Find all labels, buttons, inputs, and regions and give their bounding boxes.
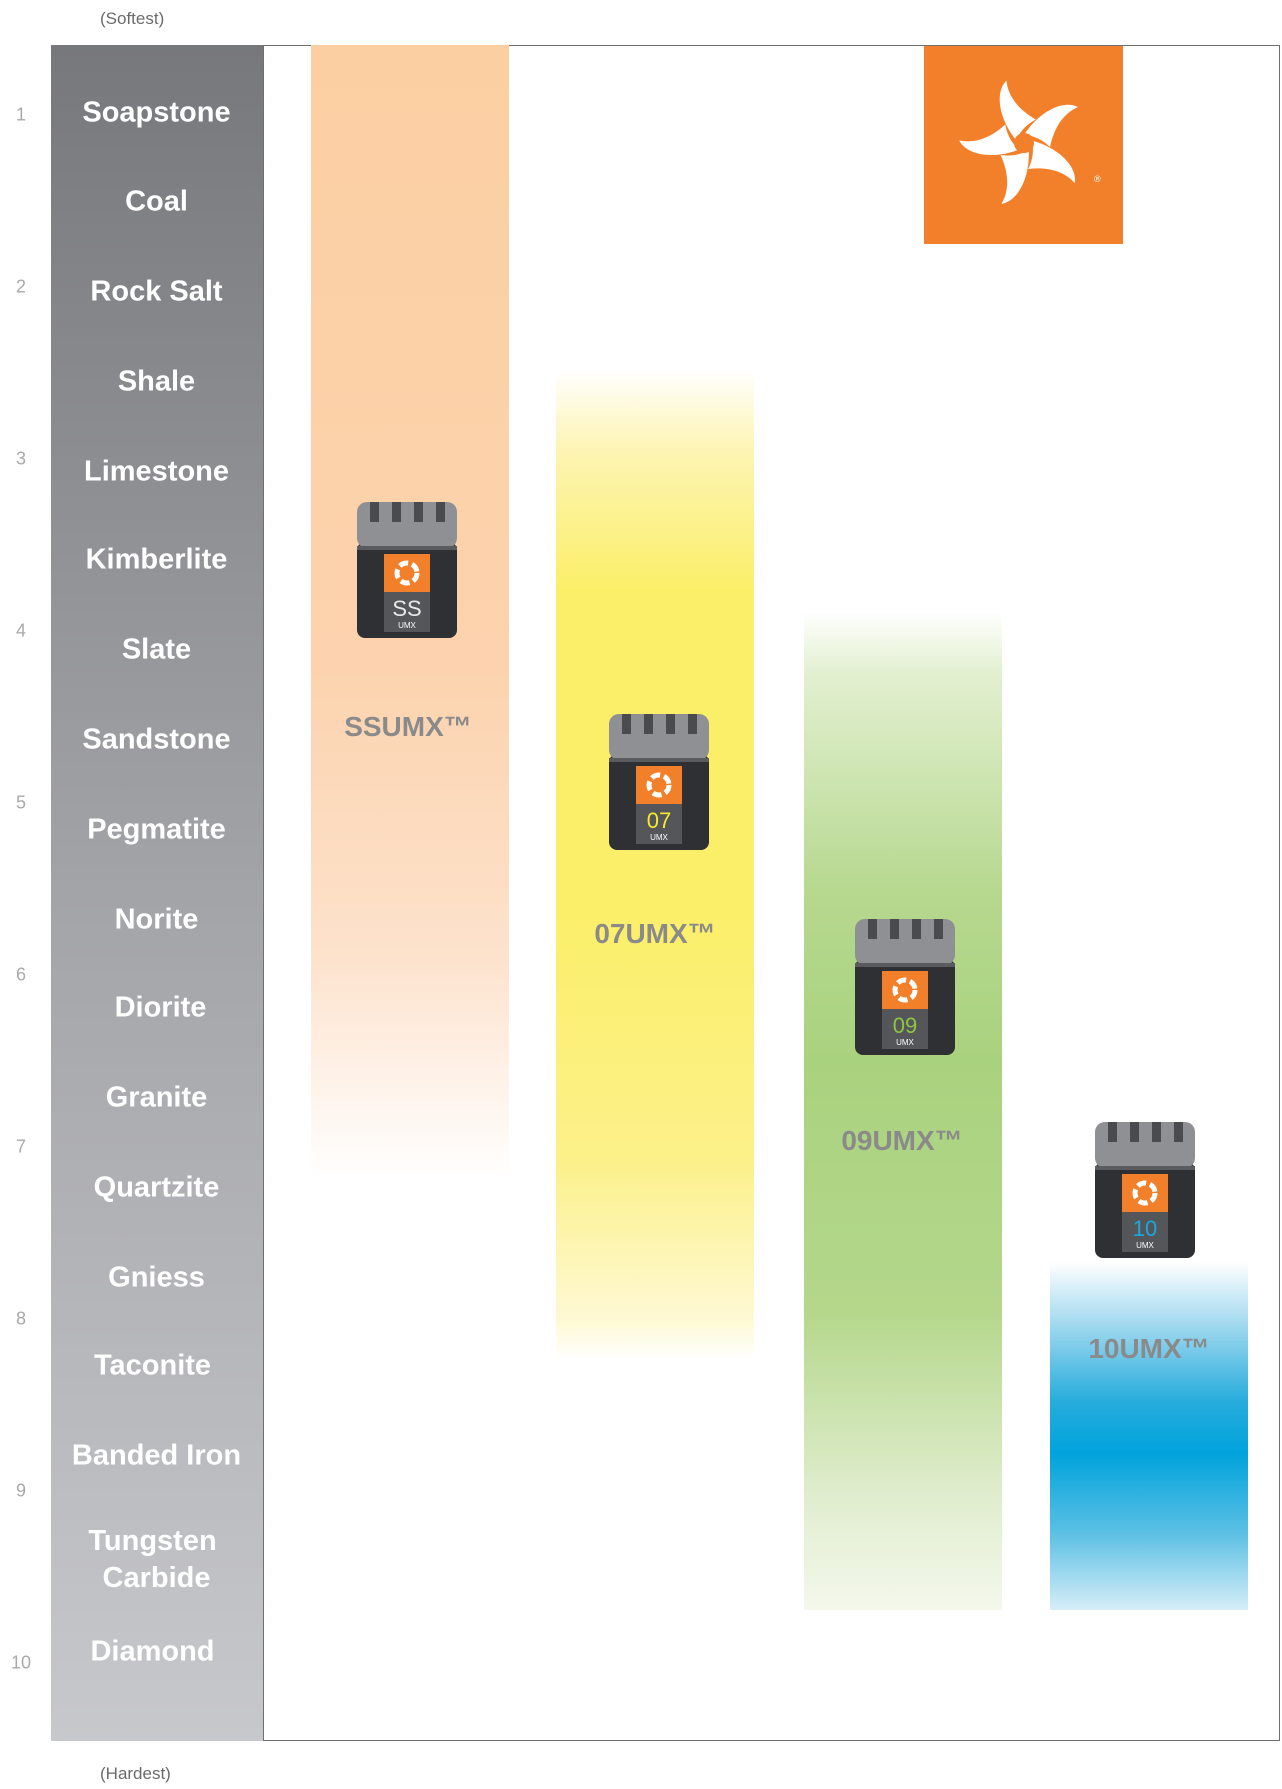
ssumx-label: SSUMX™ (344, 711, 472, 742)
hardness-number-10: 10 (10, 1652, 32, 1673)
09umx-range-band (804, 612, 1002, 1610)
hardness-number-4: 4 (15, 620, 26, 641)
ssumx-bit-sub: UMX (398, 621, 416, 630)
rock-label-rock-salt: Rock Salt (90, 275, 223, 308)
rock-label-norite: Norite (114, 903, 199, 936)
07umx-label: 07UMX™ (594, 918, 716, 949)
rock-label-shale: Shale (117, 365, 196, 398)
rock-label-gniess: Gniess (108, 1261, 205, 1294)
rock-label-sandstone: Sandstone (82, 723, 231, 756)
hardest-caption: (Hardest) (100, 1764, 171, 1783)
10umx-label: 10UMX™ (1088, 1333, 1210, 1364)
swirl-bloom-logo-icon: ® (959, 80, 1101, 204)
hardness-number-1: 1 (15, 104, 26, 125)
rock-label-kimberlite: Kimberlite (85, 543, 228, 576)
softest-caption: (Softest) (100, 9, 165, 28)
logo-petal (1028, 140, 1075, 184)
09umx-core-bit-image: 09 UMX (850, 915, 960, 1065)
rock-hardness-column (51, 45, 264, 1741)
hardness-number-2: 2 (15, 276, 26, 297)
logo-petal (1024, 104, 1078, 147)
registered-mark: ® (1094, 174, 1101, 184)
hardness-number-7: 7 (15, 1136, 26, 1157)
10umx-bit-code: 10 (1133, 1216, 1157, 1241)
rock-label-slate: Slate (121, 633, 192, 666)
rock-label-pegmatite: Pegmatite (87, 813, 226, 846)
hardness-number-9: 9 (15, 1480, 26, 1501)
hardness-number-6: 6 (15, 964, 26, 985)
07umx-range-band (556, 370, 754, 1360)
10umx-core-bit-image: 10 UMX (1090, 1118, 1200, 1268)
10umx-bit-sub: UMX (1136, 1241, 1154, 1250)
rock-label-taconite: Taconite (93, 1349, 212, 1382)
brand-logo: ® (924, 46, 1123, 244)
hardness-number-8: 8 (15, 1308, 26, 1329)
rock-label-tungsten-carbide: Tungsten Carbide (88, 1525, 217, 1594)
rock-label-diorite: Diorite (114, 991, 207, 1024)
hardness-number-3: 3 (15, 448, 26, 469)
hardness-number-5: 5 (15, 792, 26, 813)
07umx-bit-sub: UMX (650, 833, 668, 842)
10umx-range-band (1050, 1262, 1248, 1610)
09umx-bit-sub: UMX (896, 1038, 914, 1047)
rock-label-quartzite: Quartzite (93, 1171, 220, 1204)
09umx-label: 09UMX™ (841, 1125, 963, 1156)
rock-label-banded-iron: Banded Iron (71, 1439, 242, 1472)
rock-label-soapstone: Soapstone (82, 96, 231, 129)
logo-petal (959, 124, 1020, 155)
rock-label-diamond: Diamond (90, 1635, 215, 1668)
09umx-bit-code: 09 (893, 1013, 917, 1038)
logo-petal (999, 80, 1036, 141)
rock-label-limestone: Limestone (83, 455, 230, 488)
logo-petal (1000, 149, 1029, 204)
rock-label-granite: Granite (105, 1081, 208, 1114)
07umx-bit-code: 07 (647, 808, 671, 833)
rock-label-coal: Coal (125, 185, 188, 218)
ssumx-bit-code: SS (392, 596, 421, 621)
ssumx-core-bit-image: SS UMX (352, 498, 462, 648)
07umx-core-bit-image: 07 UMX (604, 710, 714, 860)
